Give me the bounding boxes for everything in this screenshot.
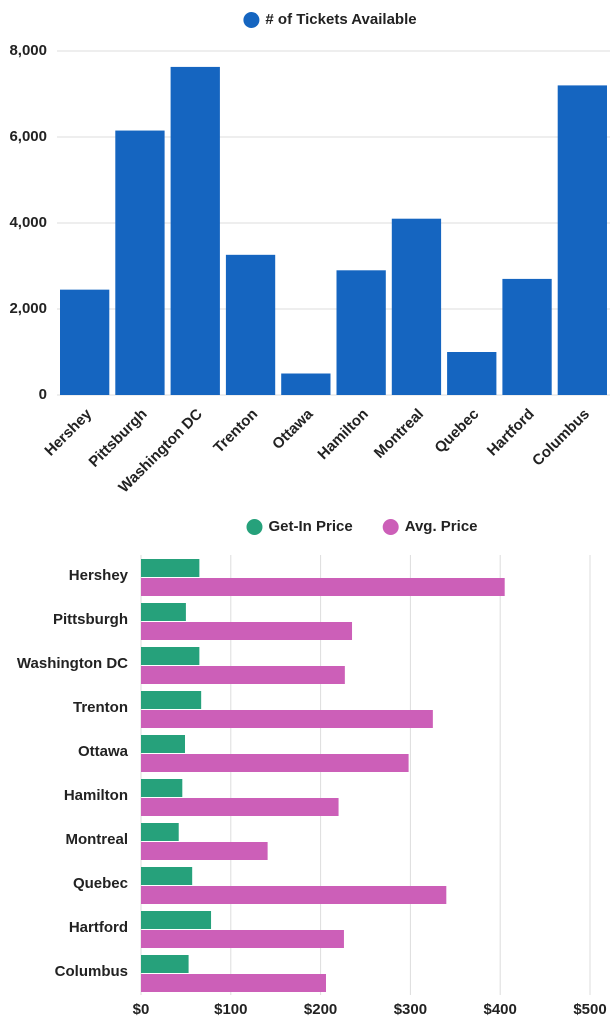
bar xyxy=(336,270,386,395)
legend-label: Avg. Price xyxy=(405,518,478,535)
bar xyxy=(447,352,497,395)
bar xyxy=(557,85,607,396)
y-tick-label: Columbus xyxy=(55,963,128,980)
bar xyxy=(141,798,339,816)
y-tick-label: Ottawa xyxy=(78,743,129,760)
x-tick-label: $300 xyxy=(394,1001,427,1018)
x-tick-label: Quebec xyxy=(431,406,482,457)
x-tick-label: Trenton xyxy=(210,406,261,457)
x-tick-label: $400 xyxy=(484,1001,517,1018)
bar xyxy=(281,373,331,395)
x-tick-label: Columbus xyxy=(529,406,593,470)
bar xyxy=(141,930,344,948)
legend-marker xyxy=(382,519,399,535)
x-tick-label: $100 xyxy=(214,1001,247,1018)
x-tick-label: $500 xyxy=(573,1001,606,1018)
y-tick-label: Quebec xyxy=(73,875,128,892)
bar xyxy=(141,867,193,885)
bar xyxy=(141,735,186,753)
bar xyxy=(141,578,505,596)
bar xyxy=(141,823,179,841)
x-tick-label: Hartford xyxy=(484,406,538,460)
bar xyxy=(115,130,165,396)
y-tick-label: Trenton xyxy=(73,699,128,716)
x-tick-label: $200 xyxy=(304,1001,337,1018)
bar xyxy=(141,911,212,929)
legend-marker xyxy=(243,12,260,28)
bar xyxy=(60,289,110,395)
x-tick-label: Hamilton xyxy=(314,406,371,463)
bar xyxy=(141,622,353,640)
bar xyxy=(141,974,326,992)
x-tick-label: $0 xyxy=(133,1001,150,1018)
y-tick-label: Montreal xyxy=(65,831,128,848)
bar xyxy=(141,886,447,904)
x-tick-label: Hershey xyxy=(41,405,95,459)
bar xyxy=(170,66,220,395)
y-tick-label: Hamilton xyxy=(64,787,128,804)
bar xyxy=(141,955,189,973)
y-tick-label: Washington DC xyxy=(17,655,128,672)
bar xyxy=(141,559,200,577)
bar xyxy=(141,647,200,665)
legend-marker xyxy=(246,519,263,535)
y-tick-label: 4,000 xyxy=(9,214,47,231)
y-tick-label: 0 xyxy=(39,386,47,403)
y-tick-label: 2,000 xyxy=(9,300,47,317)
bar xyxy=(141,603,186,621)
bar xyxy=(391,218,442,395)
legend-label: Get-In Price xyxy=(268,518,352,535)
bar xyxy=(141,779,183,797)
x-tick-label: Montreal xyxy=(371,406,427,462)
y-tick-label: 8,000 xyxy=(9,42,47,59)
y-tick-label: Hershey xyxy=(69,567,129,584)
bar xyxy=(141,710,433,728)
bar xyxy=(225,254,276,395)
x-tick-label: Ottawa xyxy=(269,405,317,453)
bar xyxy=(141,754,409,772)
bar xyxy=(141,691,202,709)
y-tick-label: Hartford xyxy=(69,919,128,936)
bar xyxy=(502,278,552,395)
bar xyxy=(141,666,345,684)
y-tick-label: 6,000 xyxy=(9,128,47,145)
legend-label: # of Tickets Available xyxy=(265,11,416,28)
bar xyxy=(141,842,268,860)
y-tick-label: Pittsburgh xyxy=(53,611,128,628)
